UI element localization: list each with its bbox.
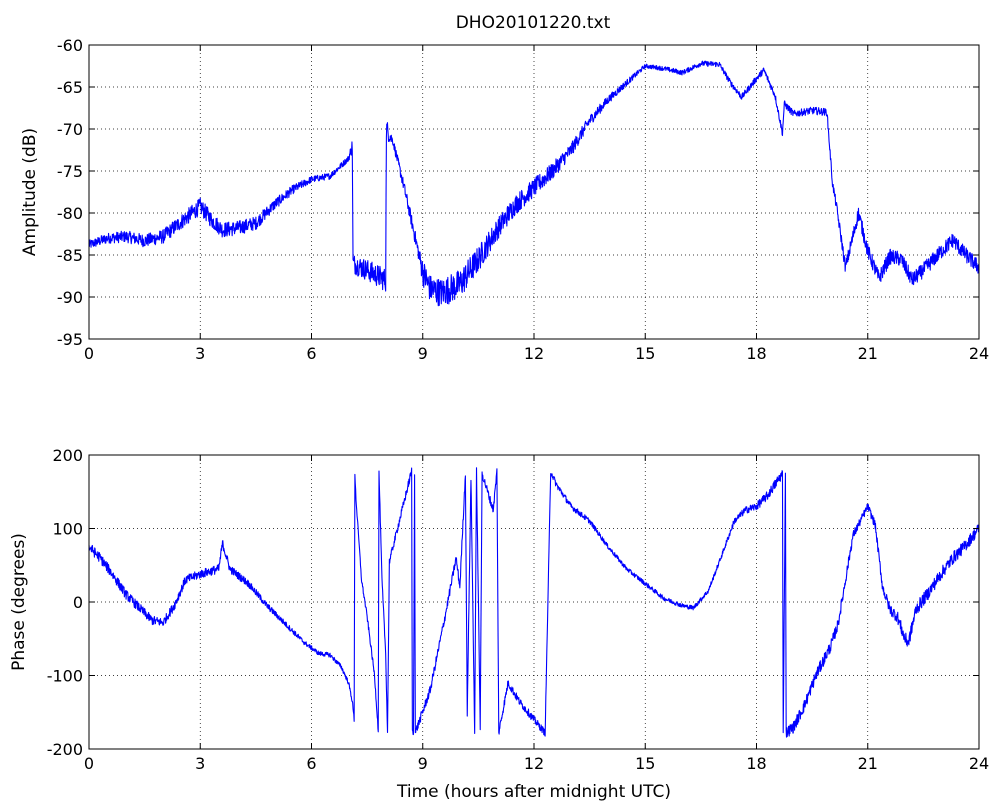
amplitude-x-tick-label: 24	[969, 344, 989, 363]
phase-y-tick-label: -100	[47, 667, 83, 686]
phase-series-line	[88, 467, 980, 738]
amplitude-x-tick-label: 15	[635, 344, 655, 363]
amplitude-y-tick-label: -65	[57, 78, 83, 97]
phase-x-tick-label: 6	[306, 754, 316, 773]
amplitude-y-axis-label: Amplitude (dB)	[20, 128, 40, 256]
amplitude-x-tick-label: 6	[306, 344, 316, 363]
phase-panel: 0 3 6 9 12 15 18 21 24 -200 -100 0 100 200 Phase (deg…	[9, 446, 989, 802]
phase-x-tick-label: 24	[969, 754, 989, 773]
phase-grid	[89, 455, 979, 749]
time-x-axis-label: Time (hours after midnight UTC)	[396, 782, 671, 802]
amplitude-y-tick-label: -75	[57, 162, 83, 181]
phase-ticks: 0 3 6 9 12 15 18 21 24 -200 -100 0 100 200	[47, 446, 989, 773]
amplitude-y-tick-label: -70	[57, 120, 83, 139]
amplitude-panel: 0 3 6 9 12 15 18 21 24 -95 -90 -85 -80 -75 -70 -65 -60 A…	[20, 36, 989, 363]
phase-y-tick-label: -200	[47, 740, 83, 759]
phase-x-tick-label: 12	[524, 754, 544, 773]
figure-title: DHO20101220.txt	[456, 13, 611, 33]
phase-x-tick-label: 21	[858, 754, 878, 773]
phase-y-tick-label: 200	[52, 446, 83, 465]
phase-data	[88, 467, 980, 738]
amplitude-y-tick-label: -90	[57, 288, 83, 307]
phase-y-tick-label: 0	[73, 593, 83, 612]
amplitude-x-tick-label: 12	[524, 344, 544, 363]
amplitude-x-tick-label: 18	[746, 344, 766, 363]
amplitude-x-tick-label: 0	[84, 344, 94, 363]
amplitude-grid	[89, 45, 979, 339]
phase-x-tick-label: 9	[418, 754, 428, 773]
amplitude-x-tick-label: 9	[418, 344, 428, 363]
phase-x-tick-label: 0	[84, 754, 94, 773]
amplitude-x-tick-label: 3	[195, 344, 205, 363]
phase-y-tick-label: 100	[52, 520, 83, 539]
phase-x-tick-label: 3	[195, 754, 205, 773]
amplitude-y-tick-label: -85	[57, 246, 83, 265]
phase-x-tick-label: 15	[635, 754, 655, 773]
amplitude-y-tick-label: -60	[57, 36, 83, 55]
amplitude-ticks: 0 3 6 9 12 15 18 21 24 -95 -90 -85 -80 -75 -70 -65 -60	[57, 36, 989, 363]
phase-y-axis-label: Phase (degrees)	[9, 533, 29, 671]
amplitude-x-tick-label: 21	[858, 344, 878, 363]
amplitude-data	[88, 60, 980, 307]
amplitude-y-tick-label: -80	[57, 204, 83, 223]
phase-x-tick-label: 18	[746, 754, 766, 773]
amplitude-series-line	[88, 60, 980, 307]
amplitude-y-tick-label: -95	[57, 330, 83, 349]
